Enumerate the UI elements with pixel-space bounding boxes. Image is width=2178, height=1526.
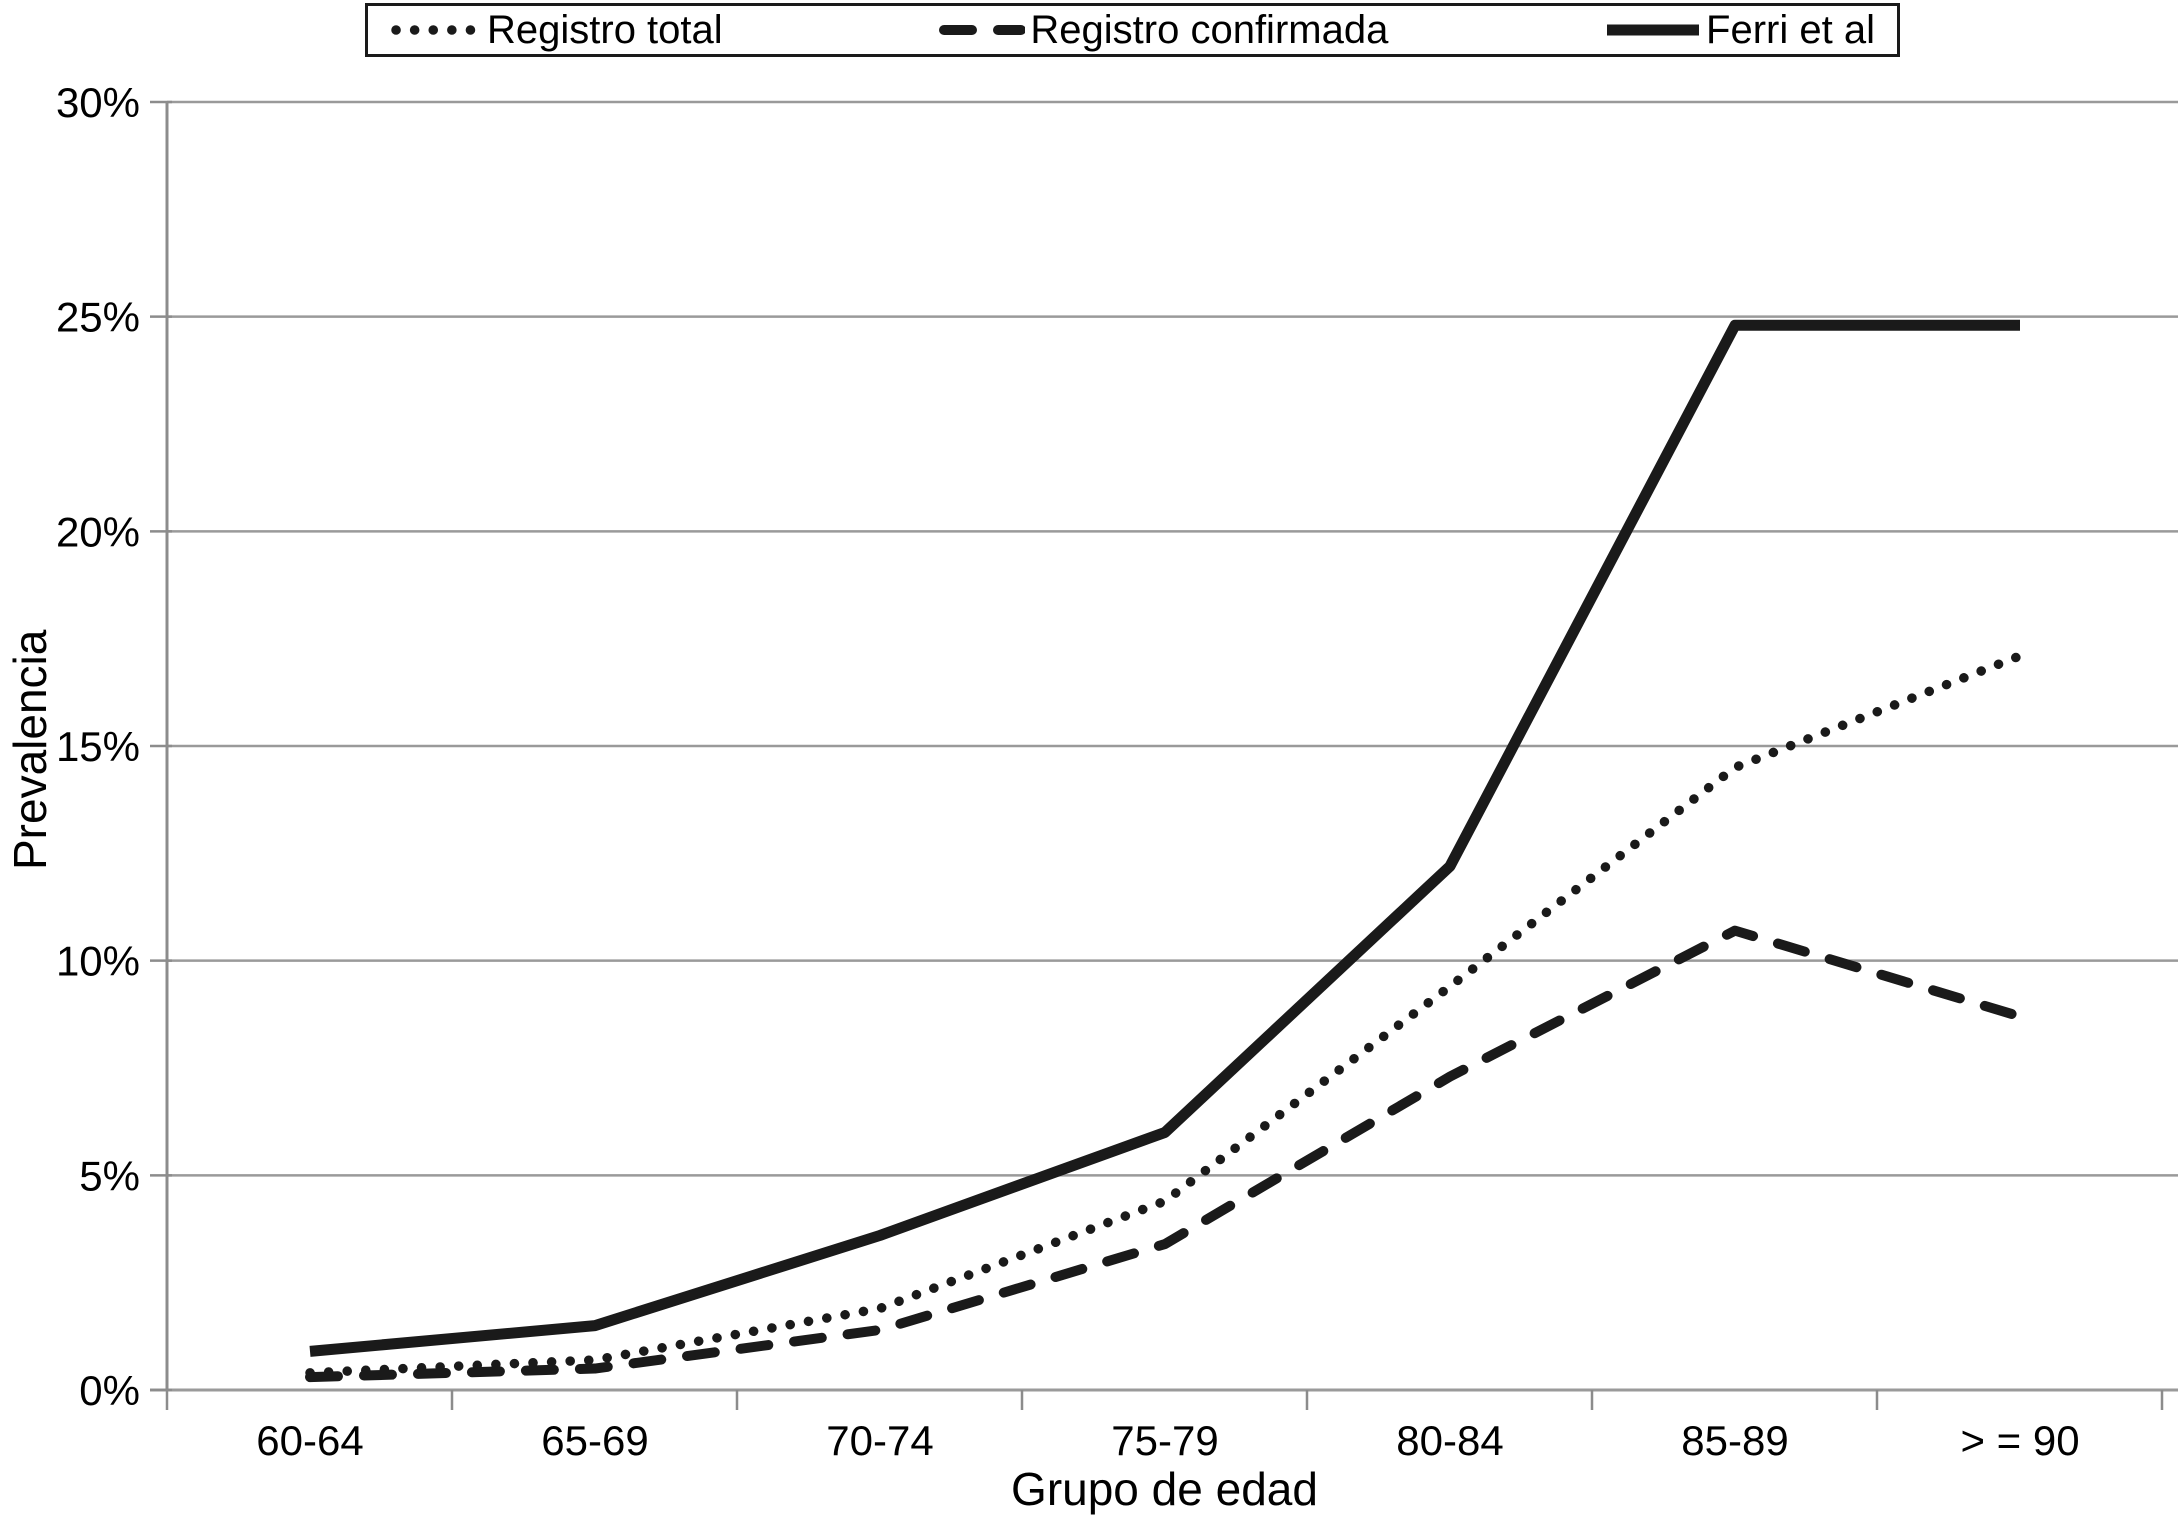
legend-label: Registro total — [487, 8, 723, 52]
chart-legend: Registro total Registro confirmada Ferri… — [365, 3, 1900, 57]
y-tick-label: 25% — [56, 294, 140, 341]
legend-item-registro-confirmada: Registro confirmada — [939, 10, 1388, 50]
y-tick-label: 20% — [56, 508, 140, 555]
series-line-dashed — [305, 925, 2025, 1383]
x-category-label: 75-79 — [1111, 1417, 1218, 1464]
legend-item-registro-total: Registro total — [390, 10, 723, 50]
y-tick-label: 5% — [79, 1152, 140, 1199]
solid-line-sample-icon — [1607, 24, 1700, 36]
x-category-label: 60-64 — [256, 1417, 363, 1464]
x-category-label: > = 90 — [1960, 1417, 2079, 1464]
legend-label: Registro confirmada — [1030, 8, 1389, 52]
y-tick-label: 30% — [56, 79, 140, 126]
legend-label: Ferri et al — [1706, 8, 1875, 52]
dotted-line-sample-icon — [391, 25, 482, 35]
y-tick-label: 0% — [79, 1367, 140, 1414]
x-axis-title: Grupo de edad — [1011, 1463, 1318, 1515]
x-category-label: 65-69 — [541, 1417, 648, 1464]
y-tick-label: 15% — [56, 723, 140, 770]
series-line-dotted — [305, 651, 2025, 1378]
series-line-solid — [309, 319, 2020, 1357]
dashed-line-sample-icon — [939, 25, 1026, 35]
x-category-label: 85-89 — [1681, 1417, 1788, 1464]
x-category-label: 80-84 — [1396, 1417, 1503, 1464]
y-tick-label: 10% — [56, 938, 140, 985]
legend-item-ferri-et-al: Ferri et al — [1605, 10, 1875, 50]
x-category-label: 70-74 — [826, 1417, 933, 1464]
